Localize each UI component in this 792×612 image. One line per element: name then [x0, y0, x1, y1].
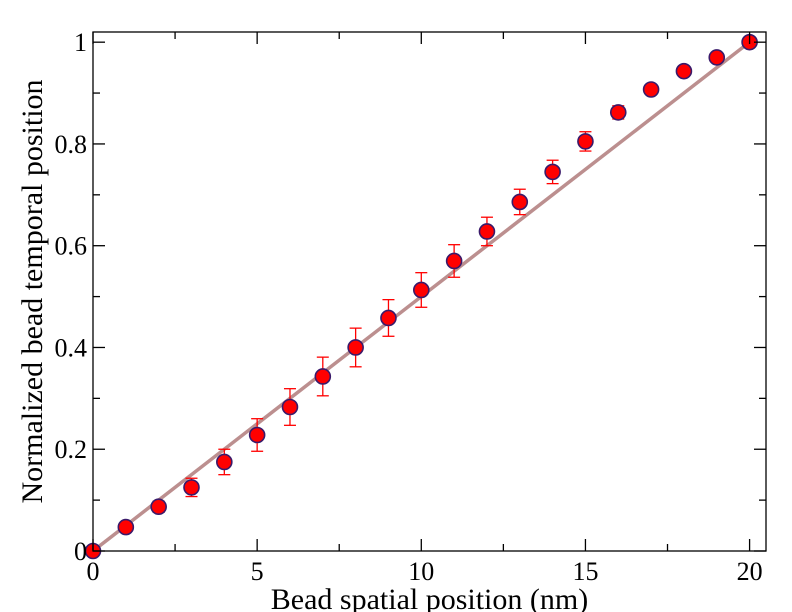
- x-tick-label: 15: [572, 557, 598, 586]
- data-point: [216, 453, 233, 471]
- data-point: [117, 518, 135, 536]
- data-point: [511, 193, 529, 211]
- y-tick-label: 0.6: [55, 232, 88, 261]
- data-point: [445, 252, 463, 270]
- y-tick-label: 0.2: [55, 435, 88, 464]
- y-tick-label: 0.8: [55, 130, 88, 159]
- data-point: [412, 281, 430, 299]
- data-point: [642, 81, 660, 98]
- plot-frame: [92, 31, 767, 552]
- y-tick-label: 0.4: [55, 333, 88, 362]
- data-point: [609, 104, 627, 121]
- data-point: [577, 133, 594, 150]
- x-tick-label: 10: [408, 557, 434, 586]
- data-point: [314, 368, 332, 385]
- x-tick-label: 20: [737, 557, 763, 586]
- x-axis-label: Bead spatial position (nm): [271, 583, 588, 612]
- data-point: [347, 339, 364, 356]
- y-tick-label: 1: [74, 28, 87, 57]
- data-point: [708, 49, 726, 66]
- data-point: [544, 163, 561, 181]
- y-axis-label: Normalized bead temporal position: [16, 79, 49, 503]
- y-tick-label: 0: [74, 537, 87, 566]
- data-point: [150, 498, 167, 516]
- data-point: [248, 426, 266, 444]
- ticks-layer: 0 5 10 15 20 0 0.2 0.4 0.6 0.8 1: [55, 28, 766, 586]
- data-point: [183, 479, 200, 496]
- data-point: [281, 398, 299, 416]
- data-point: [380, 309, 397, 327]
- x-tick-label: 5: [251, 557, 264, 586]
- data-point: [675, 62, 693, 80]
- x-tick-label: 0: [87, 557, 100, 586]
- data-point: [478, 223, 496, 240]
